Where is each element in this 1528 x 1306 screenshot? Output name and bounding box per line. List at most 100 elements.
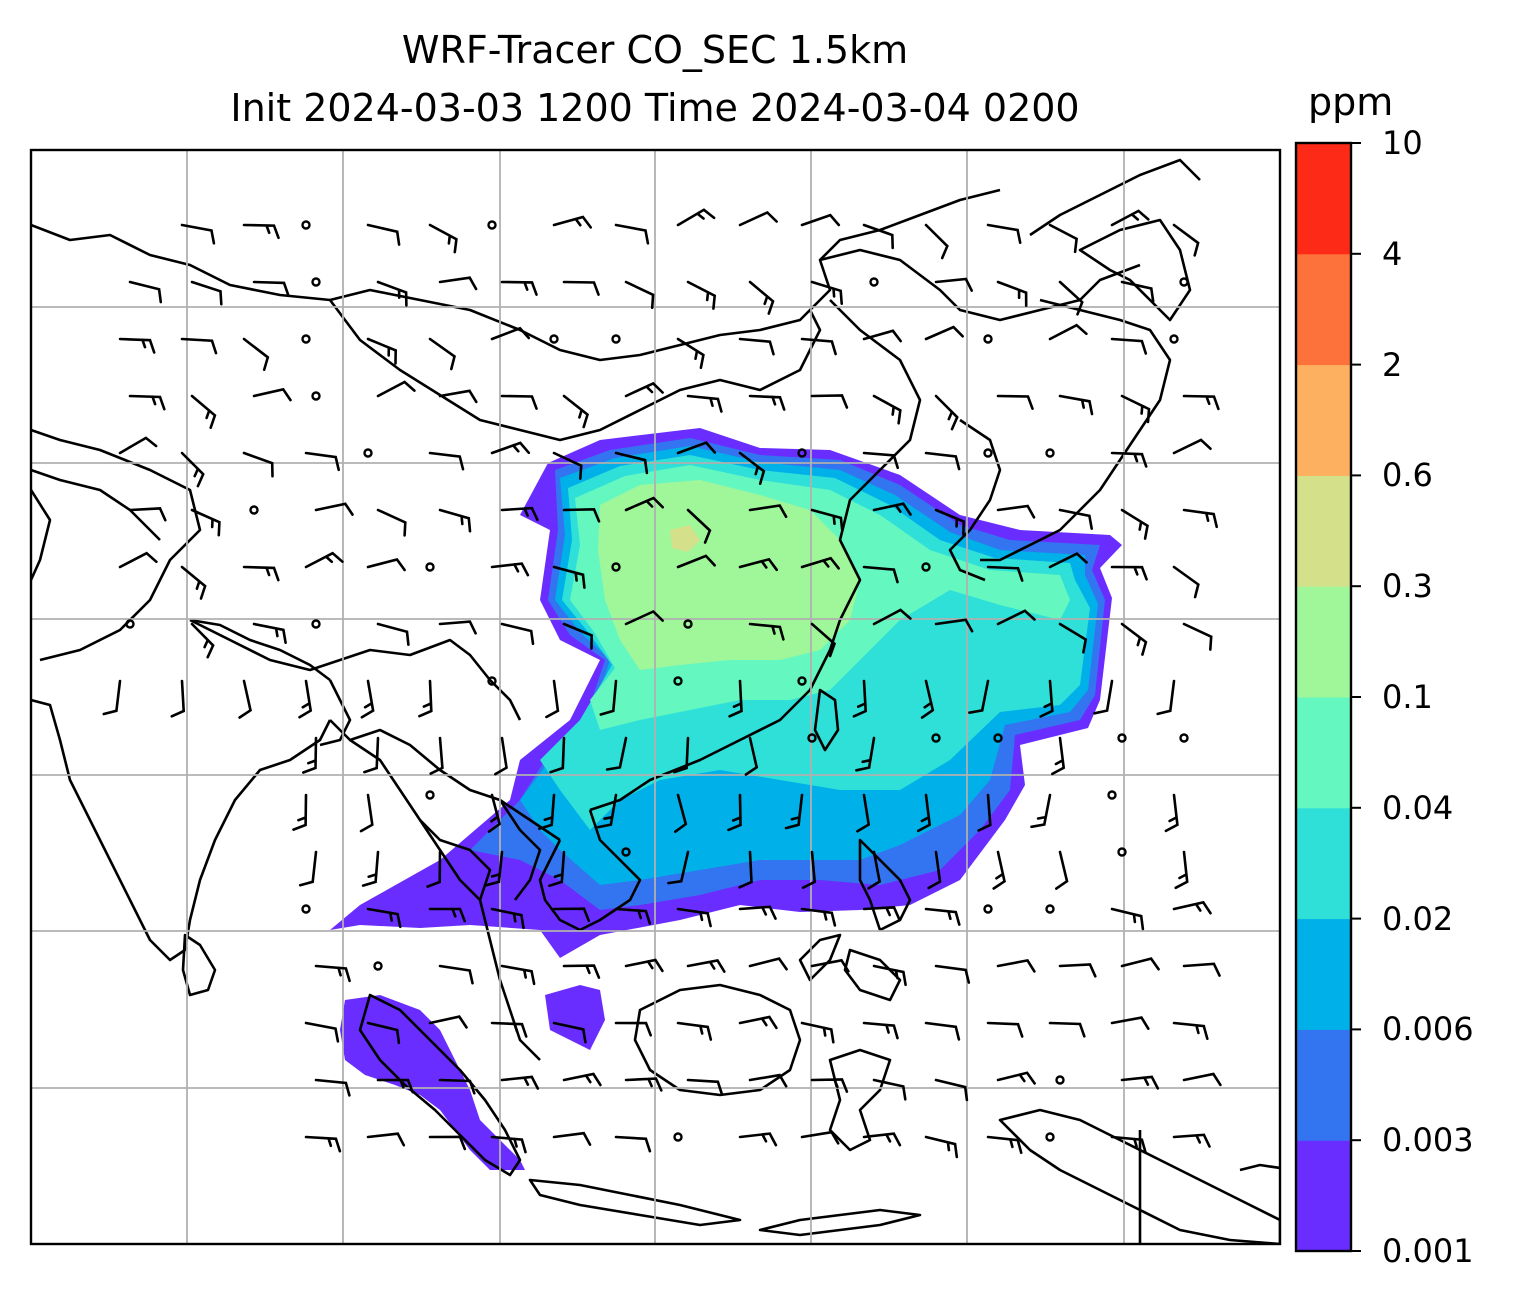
wind-barb bbox=[1182, 622, 1213, 651]
wind-barb bbox=[872, 608, 912, 626]
wind-barb bbox=[552, 907, 591, 923]
calm-wind-circle bbox=[921, 562, 931, 572]
wind-barb bbox=[728, 679, 743, 718]
wind-barb bbox=[810, 1078, 849, 1093]
wind-barb bbox=[748, 957, 788, 971]
wind-barb bbox=[934, 394, 959, 431]
colorbar-segment bbox=[1296, 1029, 1351, 1141]
wind-barb bbox=[686, 1078, 724, 1096]
wind-barb bbox=[1048, 223, 1078, 254]
wind-barb bbox=[366, 337, 398, 365]
wind-barb bbox=[1172, 900, 1212, 915]
colorbar-segment bbox=[1296, 586, 1351, 698]
wind-barb bbox=[438, 389, 478, 404]
wind-barb bbox=[986, 1021, 1024, 1038]
wind-barb bbox=[128, 394, 166, 411]
wind-barb bbox=[500, 280, 538, 296]
wind-barb bbox=[624, 1077, 663, 1092]
calm-wind-circle bbox=[311, 619, 321, 629]
wind-barb bbox=[562, 507, 601, 523]
colorbar-segment bbox=[1296, 143, 1351, 255]
colorbar-tick-label: 0.1 bbox=[1382, 678, 1433, 716]
calm-wind-circle bbox=[1045, 904, 1055, 914]
wind-barb bbox=[862, 451, 899, 470]
wind-barb bbox=[292, 793, 308, 831]
wind-barb bbox=[624, 496, 664, 512]
wind-barb bbox=[986, 565, 1024, 582]
wind-barb bbox=[862, 906, 901, 921]
wind-barb bbox=[428, 337, 456, 371]
coastline-sulawesi bbox=[828, 1048, 892, 1152]
wind-barb bbox=[1039, 679, 1054, 718]
wind-barb bbox=[624, 280, 655, 310]
wind-barb bbox=[667, 850, 690, 885]
wind-barb bbox=[862, 1132, 902, 1147]
wind-barb bbox=[500, 1075, 540, 1090]
calm-wind-circle bbox=[993, 733, 1003, 743]
coastline-korea bbox=[948, 418, 1002, 582]
wind-barb bbox=[552, 1131, 592, 1146]
wind-barb bbox=[800, 337, 837, 356]
wind-barb bbox=[128, 507, 167, 522]
wind-barb bbox=[920, 679, 935, 719]
wind-barb bbox=[810, 280, 843, 305]
wind-barb bbox=[676, 337, 705, 370]
calm-wind-circle bbox=[683, 619, 693, 629]
calm-wind-circle bbox=[797, 448, 807, 458]
wind-barb bbox=[118, 337, 156, 354]
wind-barb bbox=[238, 679, 252, 719]
wind-barb bbox=[800, 213, 841, 227]
wind-barb bbox=[304, 451, 340, 472]
wind-barb bbox=[686, 508, 712, 544]
wind-barb bbox=[784, 793, 804, 830]
plume-malaya bbox=[545, 985, 605, 1050]
coastline-sakhalin bbox=[1029, 158, 1201, 237]
border-thailand bbox=[419, 819, 492, 901]
calm-wind-circle bbox=[249, 505, 259, 515]
colorbar-tick-label: 0.6 bbox=[1382, 456, 1433, 495]
calm-wind-circle bbox=[425, 562, 435, 572]
calm-wind-circle bbox=[983, 904, 993, 914]
wind-barb bbox=[996, 1071, 1036, 1085]
wind-barb bbox=[1058, 394, 1094, 416]
wind-barb bbox=[428, 1135, 467, 1151]
wind-barb bbox=[438, 620, 477, 635]
wind-barb bbox=[500, 394, 538, 410]
wind-barb bbox=[738, 850, 753, 889]
map-title-line2: Init 2024-03-03 1200 Time 2024-03-04 020… bbox=[230, 86, 1080, 130]
border-central-asia bbox=[31, 468, 161, 541]
wind-barb bbox=[538, 793, 556, 830]
wind-barb bbox=[1120, 1075, 1160, 1090]
colorbar-segment bbox=[1296, 253, 1351, 366]
calm-wind-circle bbox=[869, 277, 879, 287]
wind-barb bbox=[428, 451, 465, 471]
wind-barb bbox=[934, 277, 973, 292]
wind-barb bbox=[428, 907, 466, 923]
wind-barb bbox=[852, 679, 868, 718]
wind-barb bbox=[686, 959, 726, 973]
wind-barb bbox=[418, 679, 433, 718]
coastline-mindanao bbox=[843, 948, 902, 1002]
wind-barb bbox=[490, 1135, 527, 1154]
wind-barb bbox=[190, 394, 217, 429]
wind-barb bbox=[1110, 209, 1150, 227]
coastline-borneo bbox=[633, 983, 802, 1097]
wind-barb bbox=[1110, 565, 1148, 581]
colorbar-segment bbox=[1296, 807, 1351, 920]
wind-barb bbox=[624, 609, 664, 626]
border-mongolia bbox=[328, 299, 822, 442]
wind-barb bbox=[500, 506, 539, 522]
wind-barb bbox=[614, 1021, 652, 1037]
coastline-timor bbox=[758, 1208, 922, 1237]
wind-barb bbox=[363, 736, 380, 774]
wind-barb bbox=[676, 907, 712, 928]
calm-wind-circle bbox=[301, 904, 311, 914]
wind-barb bbox=[366, 223, 401, 246]
wind-barb bbox=[992, 850, 1006, 890]
wind-barb bbox=[748, 280, 775, 315]
calm-wind-circle bbox=[363, 448, 373, 458]
wind-barb bbox=[674, 793, 688, 833]
wind-barb bbox=[605, 736, 628, 771]
border-afghan bbox=[31, 489, 52, 581]
wind-barb bbox=[1120, 622, 1148, 656]
